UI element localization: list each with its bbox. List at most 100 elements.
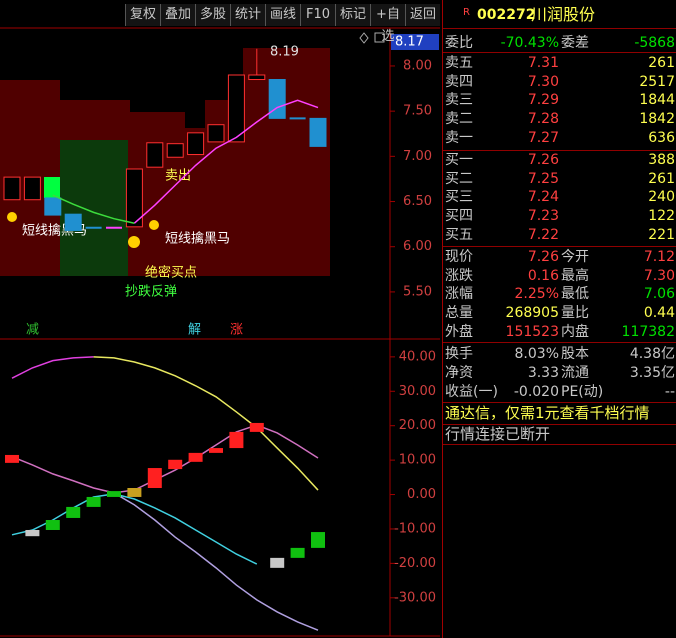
indicator-bar: [147, 468, 162, 488]
toolbar-button[interactable]: 返回: [405, 4, 440, 26]
indicator-line: [11, 356, 94, 379]
indicator-line: [11, 493, 258, 565]
indicator-bar: [168, 459, 183, 470]
y-tick-label: 6.50: [403, 194, 432, 209]
toolbar-button[interactable]: 统计: [230, 4, 265, 26]
smiley-icon: [149, 220, 159, 230]
y-tick-label: -10.00: [394, 521, 436, 536]
indicator-bar: [290, 547, 305, 558]
indicator-bar: [86, 496, 101, 507]
indicator-bar: [45, 520, 60, 530]
candle-body: [166, 143, 184, 158]
y-tick-label: 8.00: [403, 58, 432, 73]
y-tick-label: 7.00: [403, 149, 432, 164]
separator: [443, 402, 676, 403]
quote-cell: 最低: [561, 286, 589, 303]
candle-body: [3, 176, 21, 201]
toolbar-button[interactable]: F10: [300, 4, 335, 26]
annotation: 抄跌反弹: [125, 284, 177, 300]
quote-cell: 换手: [445, 346, 473, 362]
quote-cell: 卖二: [445, 111, 473, 128]
quote-cell: -5868: [634, 35, 675, 51]
y-tick-label: 0.00: [407, 487, 436, 502]
indicator-line: [113, 492, 319, 631]
quote-cell: 行情连接已断开: [445, 425, 551, 443]
signal: 涨: [230, 323, 243, 338]
annotation: 卖出: [165, 169, 191, 184]
quote-panel: R 002272 川润股份 委比 -70.43% 委差 -5868 卖五 7.31 261 卖…: [442, 0, 676, 638]
quote-cell: 3.35亿: [629, 365, 675, 381]
quote-cell: 8.03%: [514, 346, 559, 362]
quote-cell: 1842: [639, 111, 675, 128]
quote-cell: 买四: [445, 208, 473, 225]
separator: [443, 342, 676, 343]
separator: [443, 444, 676, 445]
quote-cell: 买二: [445, 170, 473, 187]
y-tick-label: 6.00: [403, 239, 432, 254]
quote-cell: 151523: [505, 323, 559, 340]
y-tick-label: 10.00: [399, 453, 436, 468]
smiley-icon: [128, 236, 140, 248]
quote-cell: 2.25%: [514, 286, 559, 303]
toolbar: 复权 叠加 多股 统计 画线 F10 标记 +自选 返回: [125, 4, 440, 44]
toolbar-button[interactable]: 叠加: [160, 4, 195, 26]
quote-cell: 卖一: [445, 129, 473, 146]
toolbar-button[interactable]: 标记: [335, 4, 370, 26]
annotation: 8.19: [270, 45, 299, 60]
quote-cell: 221: [648, 226, 675, 243]
quote-cell: 买一: [445, 152, 473, 168]
indicator-bar: [25, 529, 40, 537]
toolbar-button[interactable]: 多股: [195, 4, 230, 26]
quote-cell: 外盘: [445, 323, 473, 340]
quote-cell: 0.44: [643, 305, 675, 322]
toolbar-button[interactable]: 画线: [265, 4, 300, 26]
separator: [443, 28, 676, 29]
signal-block: [44, 177, 60, 198]
separator: [443, 424, 676, 425]
zone-bg: [60, 140, 128, 276]
quote-cell: 2517: [639, 73, 675, 90]
candle-body: [64, 213, 82, 231]
quote-cell: 内盘: [561, 323, 589, 340]
indicator-bar: [270, 557, 285, 568]
quote-cell: 净资: [445, 365, 473, 381]
y-tick-label: -20.00: [394, 556, 436, 571]
flag: R: [463, 7, 470, 18]
quote-cell: 今开: [561, 249, 589, 265]
candle-body: [125, 168, 143, 228]
stock-name: 川润股份: [531, 5, 596, 24]
smiley-icon: [7, 212, 17, 222]
indicator-bar: [127, 488, 142, 497]
current-price: 8.17: [395, 35, 424, 50]
indicator-bar: [66, 506, 81, 518]
current-price-box: [391, 34, 439, 50]
indicator-bar: [209, 448, 223, 453]
candle-body: [207, 124, 225, 143]
indicator-bar: [5, 454, 19, 463]
quote-cell: 现价: [445, 249, 473, 265]
quote-cell: 0.16: [527, 267, 559, 284]
indicator-bar: [229, 431, 244, 449]
quote-cell: --: [664, 384, 675, 400]
y-tick-label: 40.00: [399, 349, 436, 364]
quote-cell: 通达信，仅需1元查看千档行情: [445, 404, 650, 422]
ma-line: [133, 99, 319, 224]
signal: 减: [26, 323, 39, 338]
quote-cell: 261: [648, 55, 675, 71]
indicator-bar: [249, 422, 264, 432]
square-icon: [374, 32, 385, 43]
quote-cell: 388: [648, 152, 675, 168]
separator: [443, 150, 676, 151]
quote-cell: 最高: [561, 267, 589, 284]
y-tick-label: 5.50: [403, 284, 432, 299]
quote-cell: 7.26: [527, 249, 559, 265]
candle-body: [248, 74, 266, 81]
indicator-line: [93, 356, 319, 491]
quote-cell: 卖四: [445, 73, 473, 90]
quote-cell: 1844: [639, 92, 675, 109]
toolbar-button[interactable]: +自选: [370, 4, 405, 44]
separator: [443, 246, 676, 247]
quote-cell: -70.43%: [500, 35, 559, 51]
annotation: 绝密买点: [145, 265, 197, 281]
toolbar-button[interactable]: 复权: [125, 4, 160, 26]
